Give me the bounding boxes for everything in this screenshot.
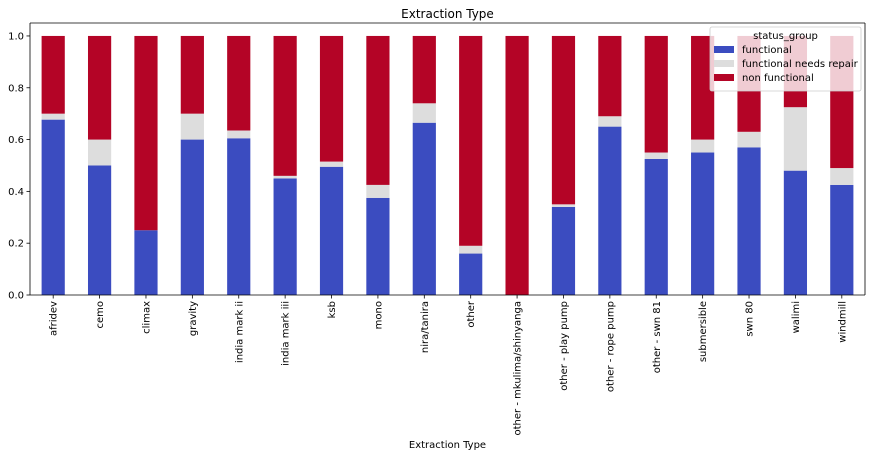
x-tick-label: other (466, 300, 477, 328)
x-tick-label: nira/tanira (420, 301, 431, 353)
legend-box (709, 26, 862, 92)
x-tick-label: mono (373, 301, 384, 329)
bar-functional-16 (783, 170, 808, 295)
legend-title: status_group (753, 31, 818, 42)
x-tick-label: other - rope pump (605, 301, 616, 392)
bar-functional-needs-repair-6 (319, 161, 344, 167)
bar-functional-needs-repair-0 (41, 113, 65, 120)
x-tick-label: cemo (95, 301, 106, 329)
bar-non-functional-10 (505, 35, 529, 295)
bar-non-functional-6 (319, 35, 344, 162)
bar-functional-2 (134, 230, 158, 295)
bar-functional-11 (551, 206, 576, 295)
bar-functional-12 (598, 126, 622, 296)
x-tick-label: afridev (49, 301, 60, 336)
bar-non-functional-14 (691, 35, 715, 140)
bar-functional-needs-repair-16 (783, 107, 808, 171)
bar-functional-needs-repair-5 (273, 175, 297, 179)
bar-functional-needs-repair-7 (366, 184, 390, 198)
bar-functional-needs-repair-11 (551, 204, 576, 207)
chart-title: Extraction Type (401, 7, 494, 21)
bar-non-functional-0 (41, 35, 65, 114)
bar-functional-needs-repair-13 (644, 152, 668, 159)
x-tick-label: climax (141, 301, 152, 334)
bar-functional-13 (644, 159, 668, 295)
bar-functional-14 (691, 152, 715, 295)
bar-functional-7 (366, 197, 390, 295)
y-tick-label: 0.2 (8, 239, 24, 250)
x-tick-label: gravity (188, 301, 199, 336)
bar-functional-17 (830, 184, 854, 295)
y-tick-label: 1.0 (8, 31, 24, 42)
bar-functional-needs-repair-12 (598, 116, 622, 127)
bar-functional-8 (412, 122, 436, 295)
bar-functional-9 (459, 253, 483, 295)
bar-functional-needs-repair-14 (691, 139, 715, 153)
y-tick-label: 0.0 (8, 291, 24, 302)
legend-label-functional-needs-repair: functional needs repair (742, 59, 859, 70)
bar-functional-0 (41, 119, 65, 296)
bar-non-functional-3 (180, 35, 204, 114)
bar-non-functional-4 (227, 35, 251, 131)
x-tick-label: walimi (791, 301, 802, 333)
x-tick-label: submersible (698, 301, 709, 362)
x-axis-label: Extraction Type (409, 440, 486, 451)
bar-functional-needs-repair-3 (180, 113, 204, 140)
bar-functional-needs-repair-15 (737, 131, 761, 148)
bar-non-functional-1 (87, 35, 112, 140)
x-tick-label: india mark iii (281, 301, 292, 366)
bar-functional-5 (273, 178, 297, 295)
bar-functional-4 (227, 138, 251, 295)
x-tick-label: india mark ii (234, 301, 245, 363)
bar-functional-needs-repair-17 (830, 168, 854, 185)
bar-non-functional-13 (644, 35, 668, 153)
x-tick-label: ksb (327, 301, 338, 318)
bar-non-functional-2 (134, 35, 158, 231)
x-tick-label: other - play pump (559, 301, 570, 391)
axes-layer: 0.0 0.2 0.4 0.6 0.8 1.0 afridev cemo climax gravi… (8, 22, 866, 436)
x-tick-label: other - swn 81 (652, 301, 663, 373)
legend-swatch-functional (714, 46, 734, 53)
y-tick-label: 0.4 (8, 187, 24, 198)
bar-non-functional-12 (598, 35, 622, 117)
bar-non-functional-11 (551, 35, 576, 205)
x-tick-label: swn 80 (745, 301, 756, 337)
bar-non-functional-5 (273, 35, 297, 176)
legend-label-non-functional: non functional (742, 73, 814, 84)
legend-swatch-non-functional (714, 74, 734, 81)
bars-layer (41, 35, 854, 296)
bar-functional-3 (180, 139, 204, 295)
legend-label-functional: functional (742, 45, 792, 56)
bar-non-functional-8 (412, 35, 436, 104)
bar-functional-needs-repair-1 (87, 139, 112, 166)
bar-non-functional-9 (459, 35, 483, 246)
x-tick-label: other - mkulima/shinyanga (513, 301, 524, 436)
legend-swatch-functional-needs-repair (714, 60, 734, 67)
legend: status_group functional functional needs r… (709, 26, 862, 92)
x-tick-label: windmill (837, 301, 848, 343)
bar-functional-15 (737, 147, 761, 295)
bar-non-functional-7 (366, 35, 390, 185)
bar-functional-1 (87, 165, 112, 295)
bar-functional-6 (319, 166, 344, 295)
bar-functional-needs-repair-4 (227, 130, 251, 139)
y-tick-label: 0.6 (8, 135, 24, 146)
bar-functional-needs-repair-9 (459, 245, 483, 254)
y-tick-label: 0.8 (8, 83, 24, 94)
bar-functional-needs-repair-8 (412, 103, 436, 123)
